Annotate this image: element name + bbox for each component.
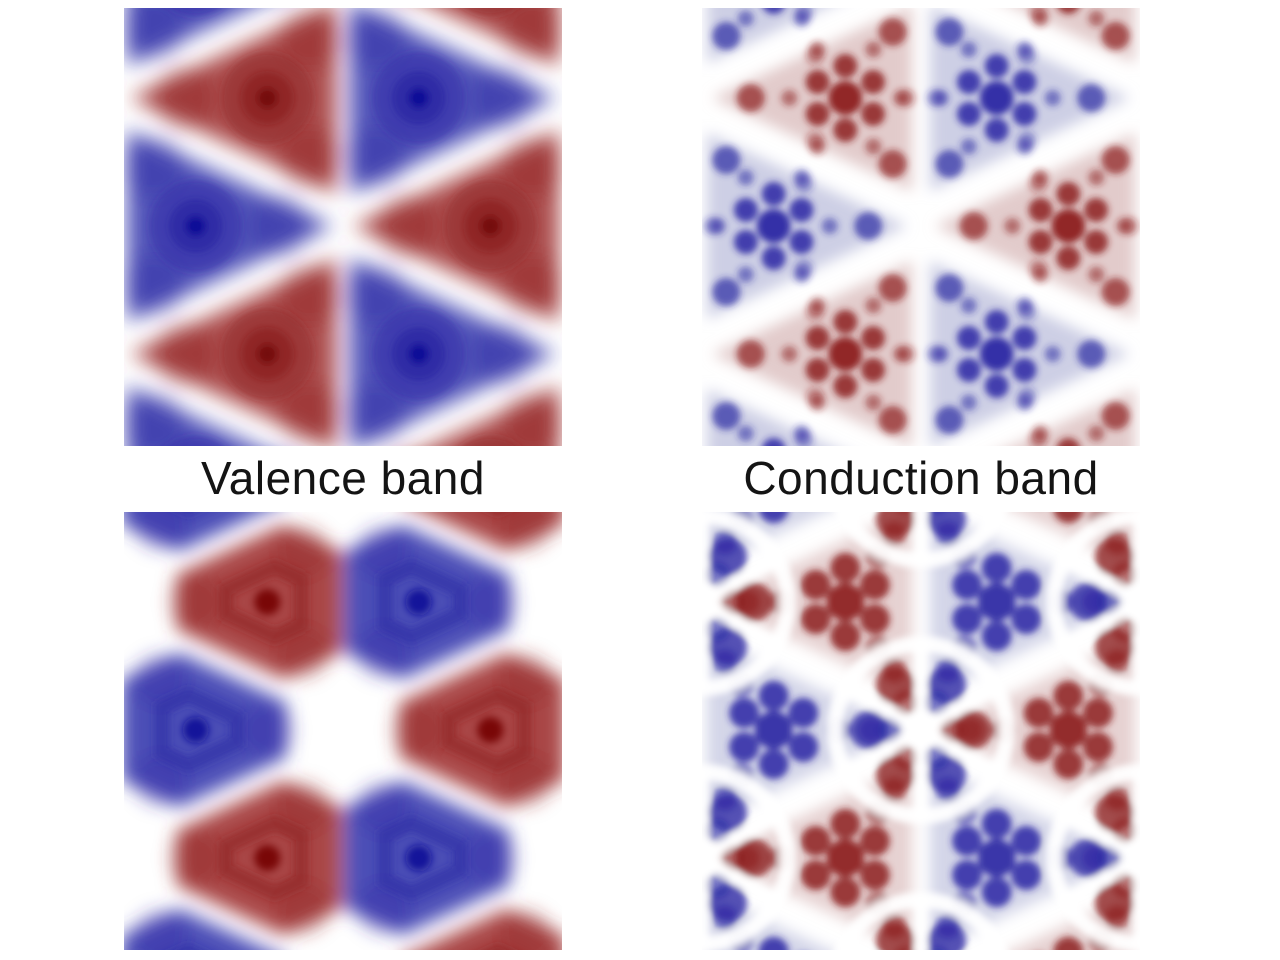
conduction-band-label: Conduction band (743, 452, 1099, 504)
conduction-band-lower-heatmap (702, 512, 1140, 950)
valence-band-upper-heatmap (124, 8, 562, 446)
valence-band-label: Valence band (201, 452, 485, 504)
conduction-band-upper-heatmap (702, 8, 1140, 446)
valence-band-lower-heatmap (124, 512, 562, 950)
